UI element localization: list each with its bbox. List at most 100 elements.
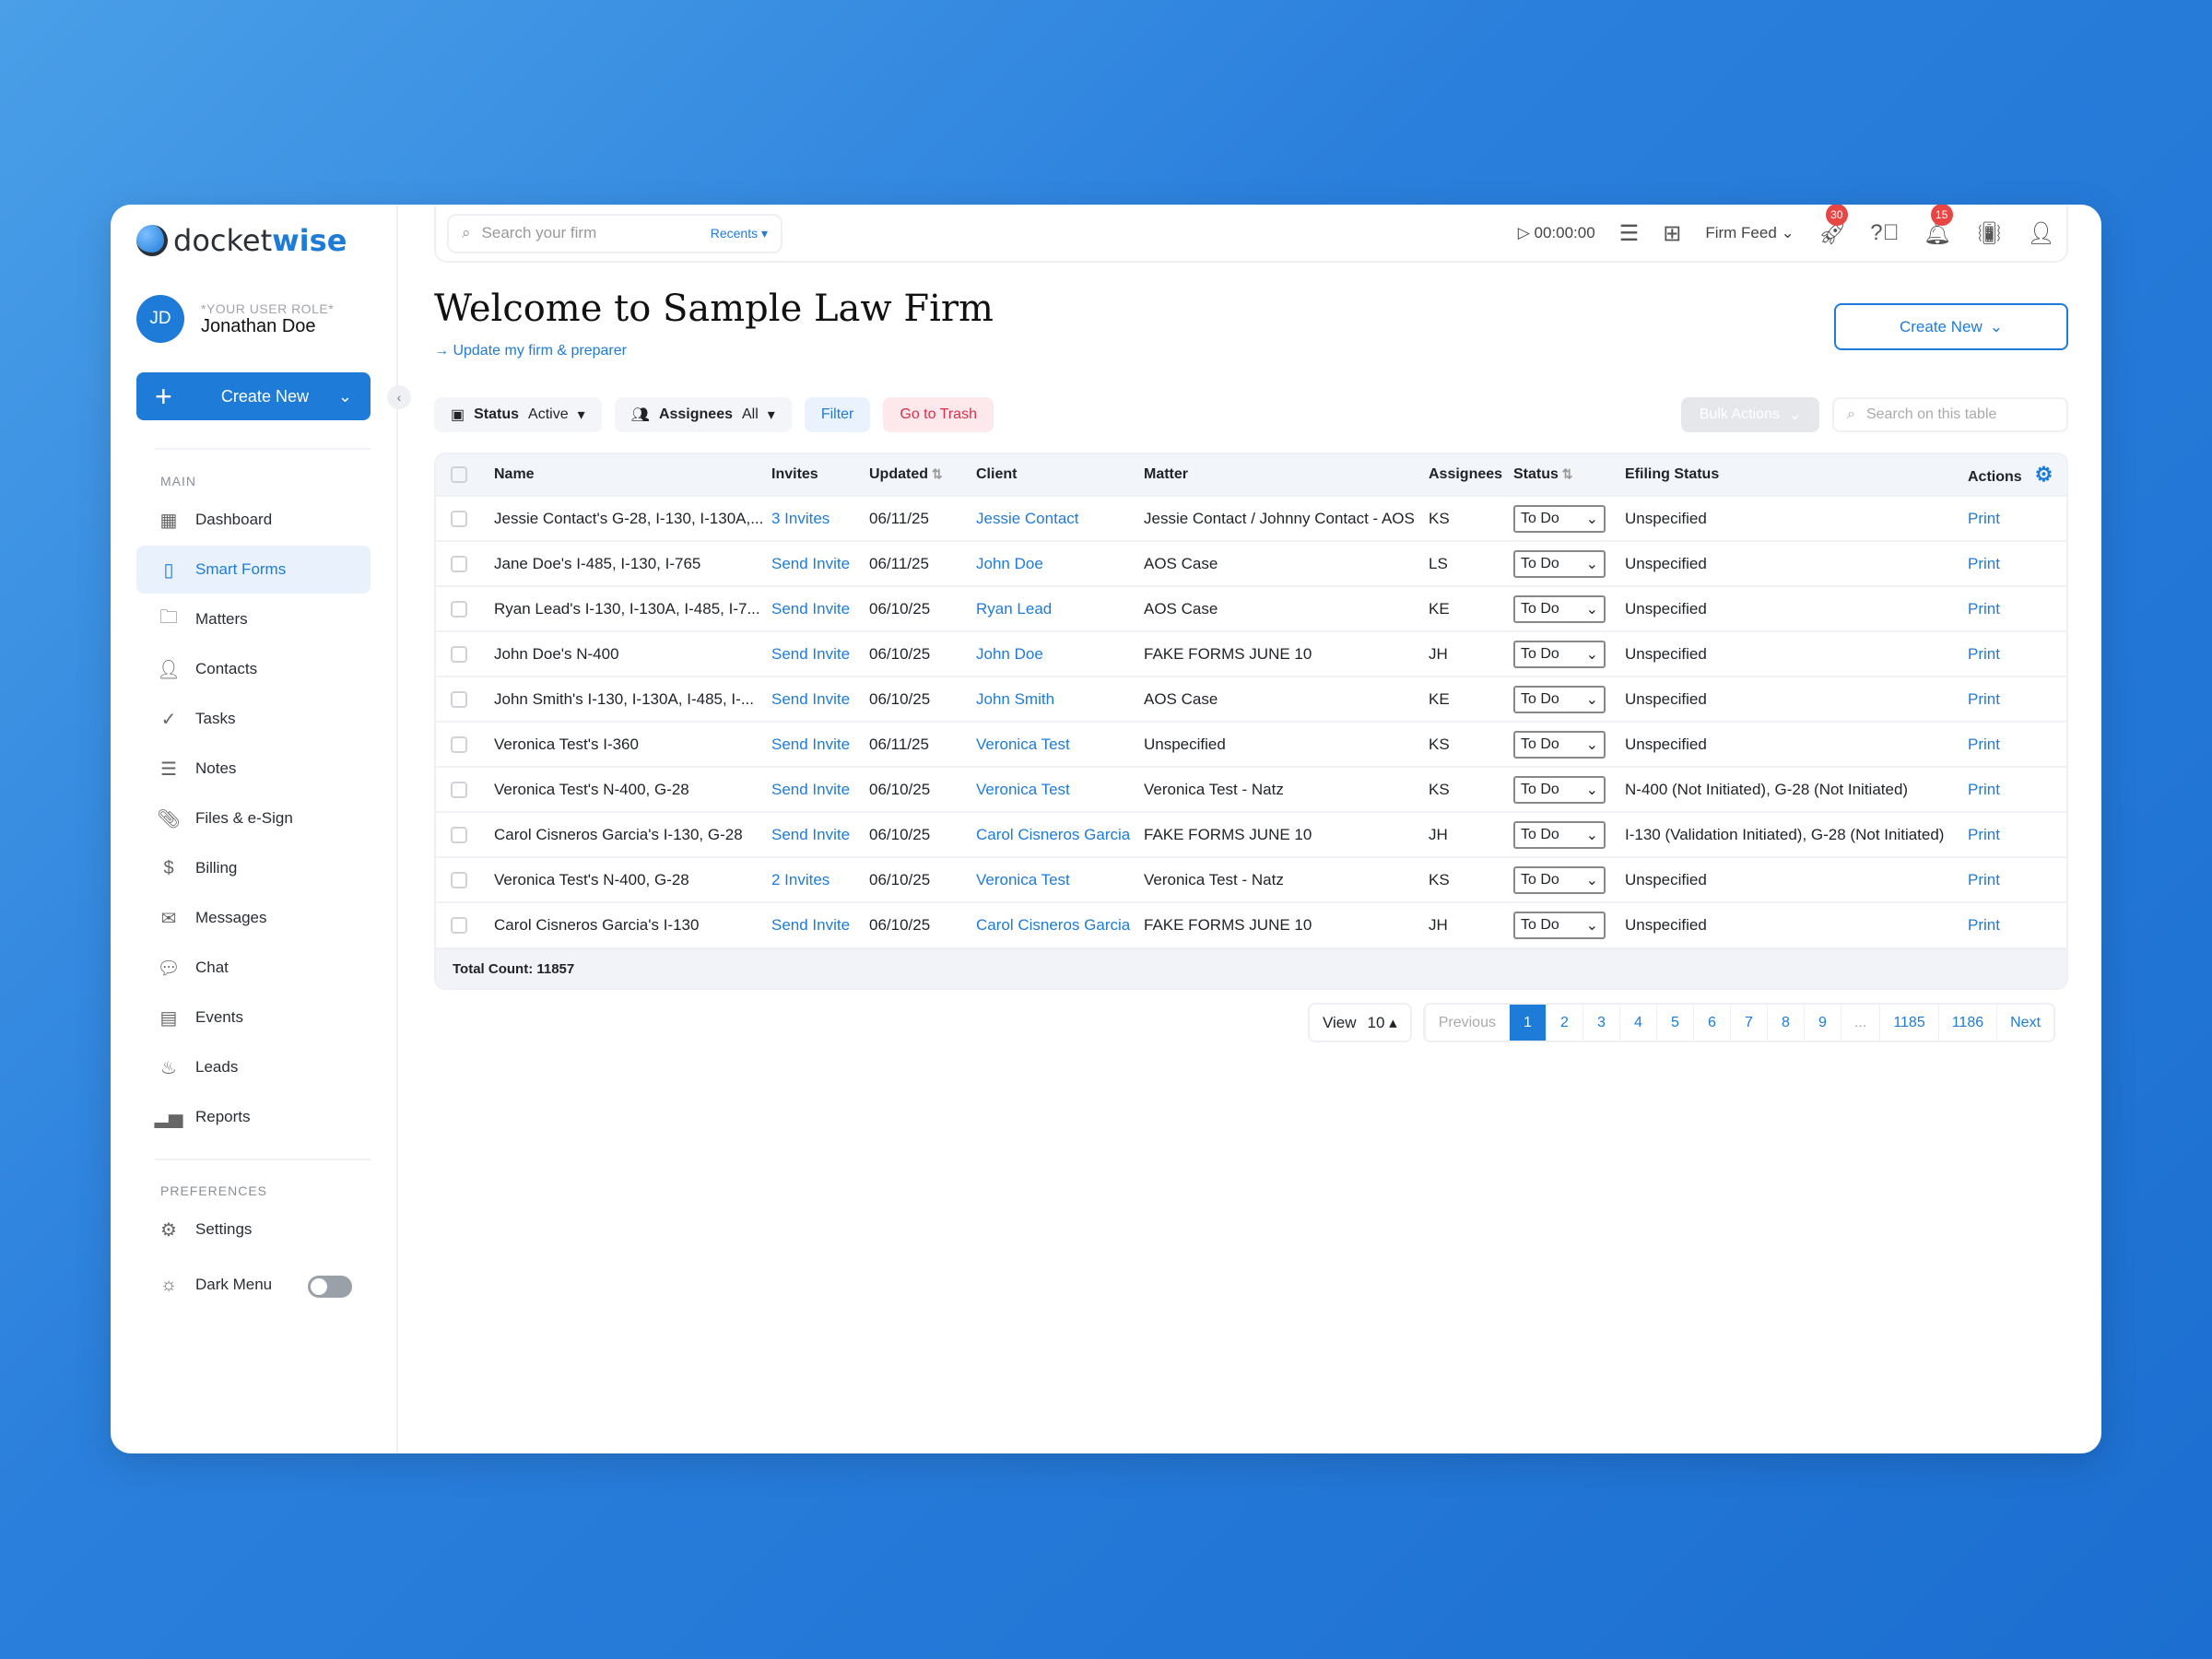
update-firm-link[interactable]: → Update my firm & preparer xyxy=(434,343,627,359)
column-header-updated[interactable]: Updated ⇅ xyxy=(864,454,971,496)
sidebar-item-chat[interactable]: 💬︎ Chat xyxy=(136,944,371,992)
sidebar-item-settings[interactable]: ⚙ Settings xyxy=(136,1206,371,1253)
page-button[interactable]: 1186 xyxy=(1937,1005,1996,1041)
row-checkbox[interactable] xyxy=(451,645,467,663)
row-checkbox[interactable] xyxy=(451,826,467,843)
collapse-sidebar-button[interactable]: ‹ xyxy=(387,385,411,409)
row-checkbox[interactable] xyxy=(451,690,467,708)
table-row[interactable]: Ryan Lead's I-130, I-130A, I-485, I-7...… xyxy=(436,585,2066,631)
cell-updated: 06/10/25 xyxy=(864,676,971,722)
page-button[interactable]: 8 xyxy=(1766,1005,1804,1041)
chevron-down-icon: ⌄ xyxy=(1989,317,2003,335)
row-checkbox[interactable] xyxy=(451,510,467,527)
status-select[interactable]: To Do ⌄ xyxy=(1513,504,1606,533)
row-checkbox[interactable] xyxy=(451,555,467,572)
cell-assignees: KS xyxy=(1423,856,1508,902)
help-icon[interactable]: ?⃝ xyxy=(1870,220,1900,245)
status-filter[interactable]: ▣ Status Active ▾ xyxy=(434,397,602,432)
page-button[interactable]: 5 xyxy=(1655,1005,1693,1041)
sidebar-item-events[interactable]: ▤ Events xyxy=(136,994,371,1041)
page-button[interactable]: 6 xyxy=(1692,1005,1730,1041)
cell-matter: Veronica Test - Natz xyxy=(1138,856,1423,902)
sidebar-item-reports[interactable]: ▂▅ Reports xyxy=(136,1093,371,1141)
column-settings-gear-icon[interactable]: ⚙ xyxy=(2034,463,2053,486)
rocket-icon[interactable]: 🚀︎ 30 xyxy=(1818,205,1848,247)
create-new-button[interactable]: Create New ⌄ xyxy=(1834,303,2068,350)
firm-search-input[interactable]: ⌕ Search your firm Recents ▾ xyxy=(447,213,782,253)
page-button[interactable]: 4 xyxy=(1618,1005,1656,1041)
bulk-actions-button[interactable]: Bulk Actions ⌄ xyxy=(1681,397,1819,432)
status-select[interactable]: To Do ⌄ xyxy=(1513,912,1606,939)
recents-dropdown[interactable]: Recents ▾ xyxy=(710,225,768,241)
sidebar-item-billing[interactable]: $ Billing xyxy=(136,844,371,892)
table-row[interactable]: Veronica Test's N-400, G-28 Send Invite 06… xyxy=(436,766,2066,812)
page-button[interactable]: 7 xyxy=(1729,1005,1767,1041)
select-all-checkbox[interactable] xyxy=(451,466,467,483)
table-row[interactable]: John Smith's I-130, I-130A, I-485, I-...… xyxy=(436,676,2066,722)
dark-menu-toggle[interactable] xyxy=(308,1276,352,1298)
table-row[interactable]: Veronica Test's I-360 Send Invite 06/11/25… xyxy=(436,721,2066,767)
page-button[interactable]: 9 xyxy=(1803,1005,1841,1041)
sidebar-item-tasks[interactable]: ✓ Tasks xyxy=(136,695,371,743)
table-row[interactable]: Jane Doe's I-485, I-130, I-765 Send Invit… xyxy=(436,540,2066,586)
sidebar-item-contacts[interactable]: 👤︎ Contacts xyxy=(136,645,371,693)
previous-page-button[interactable]: Previous xyxy=(1424,1005,1509,1041)
timer-button[interactable]: ▷ 00:00:00 xyxy=(1517,224,1595,241)
user-account-icon[interactable]: 👤︎ xyxy=(2027,220,2055,246)
status-select[interactable]: To Do ⌄ xyxy=(1513,730,1606,759)
cell-invites: 3 Invites xyxy=(766,495,864,541)
sidebar-item-notes[interactable]: ☰ Notes xyxy=(136,745,371,793)
bell-icon[interactable]: 🔔︎ 15 xyxy=(1924,205,1953,247)
vibrate-phone-icon[interactable]: 📳︎ xyxy=(1975,220,2004,246)
sidebar-create-new-button[interactable]: + Create New ⌄ xyxy=(136,372,371,420)
page-button[interactable]: 2 xyxy=(1545,1005,1583,1041)
row-checkbox[interactable] xyxy=(451,917,467,934)
row-checkbox[interactable] xyxy=(451,600,467,618)
status-select[interactable]: To Do ⌄ xyxy=(1513,820,1606,849)
page-button[interactable]: 1185 xyxy=(1879,1005,1937,1041)
divider xyxy=(155,448,371,450)
status-select[interactable]: To Do ⌄ xyxy=(1513,685,1606,713)
sidebar-item-files-e-sign[interactable]: 📎︎ Files & e-Sign xyxy=(136,794,371,842)
list-icon[interactable]: ☰ xyxy=(1618,220,1640,246)
cell-name: Veronica Test's N-400, G-28 xyxy=(488,766,766,812)
table-search-input[interactable]: ⌕ Search on this table xyxy=(1832,397,2068,432)
status-select[interactable]: To Do ⌄ xyxy=(1513,549,1606,578)
sort-icon: ⇅ xyxy=(1558,466,1573,481)
user-icon: 👤︎ xyxy=(157,659,181,680)
row-select-cell xyxy=(436,540,488,586)
sidebar-item-messages[interactable]: ✉ Messages xyxy=(136,894,371,942)
page-button[interactable]: 3 xyxy=(1582,1005,1619,1041)
user-profile[interactable]: JD *YOUR USER ROLE* Jonathan Doe xyxy=(136,295,334,343)
table-row[interactable]: John Doe's N-400 Send Invite 06/10/25 John … xyxy=(436,630,2066,677)
logo[interactable]: docket wise xyxy=(136,223,347,258)
sidebar-item-matters[interactable]: 🗀 Matters xyxy=(136,595,371,643)
cell-matter: Unspecified xyxy=(1138,721,1423,767)
sidebar-item-dashboard[interactable]: ▦ Dashboard xyxy=(136,496,371,544)
sidebar-item-leads[interactable]: ♨ Leads xyxy=(136,1043,371,1091)
next-page-button[interactable]: Next xyxy=(1996,1005,2053,1041)
grid-icon: ▦ xyxy=(159,510,178,531)
cell-status: To Do ⌄ xyxy=(1508,540,1619,586)
status-select[interactable]: To Do ⌄ xyxy=(1513,594,1606,623)
cell-name: Veronica Test's N-400, G-28 xyxy=(488,856,766,902)
assignees-filter[interactable]: 👥︎ Assignees All ▾ xyxy=(614,397,792,432)
status-select[interactable]: To Do ⌄ xyxy=(1513,640,1606,668)
table-row[interactable]: Carol Cisneros Garcia's I-130, G-28 Send … xyxy=(436,811,2066,857)
row-checkbox[interactable] xyxy=(451,781,467,798)
page-size-select[interactable]: View 10 ▴ xyxy=(1308,1003,1412,1042)
filter-button[interactable]: Filter xyxy=(804,397,871,432)
table-row[interactable]: Veronica Test's N-400, G-28 2 Invites 06/1… xyxy=(436,856,2066,902)
firm-feed-dropdown[interactable]: Firm Feed ⌄ xyxy=(1705,224,1794,241)
table-row[interactable]: Carol Cisneros Garcia's I-130 Send Invite… xyxy=(436,901,2066,947)
page-button[interactable]: 1 xyxy=(1508,1005,1546,1041)
add-box-icon[interactable]: ⊞ xyxy=(1663,220,1682,246)
column-header-status[interactable]: Status ⇅ xyxy=(1508,454,1619,496)
table-row[interactable]: Jessie Contact's G-28, I-130, I-130A,...… xyxy=(436,495,2066,541)
status-select[interactable]: To Do ⌄ xyxy=(1513,865,1606,894)
row-checkbox[interactable] xyxy=(451,735,467,753)
row-checkbox[interactable] xyxy=(451,871,467,888)
go-to-trash-button[interactable]: Go to Trash xyxy=(883,397,994,432)
status-select[interactable]: To Do ⌄ xyxy=(1513,775,1606,804)
sidebar-item-smart-forms[interactable]: ▯ Smart Forms xyxy=(136,546,371,594)
